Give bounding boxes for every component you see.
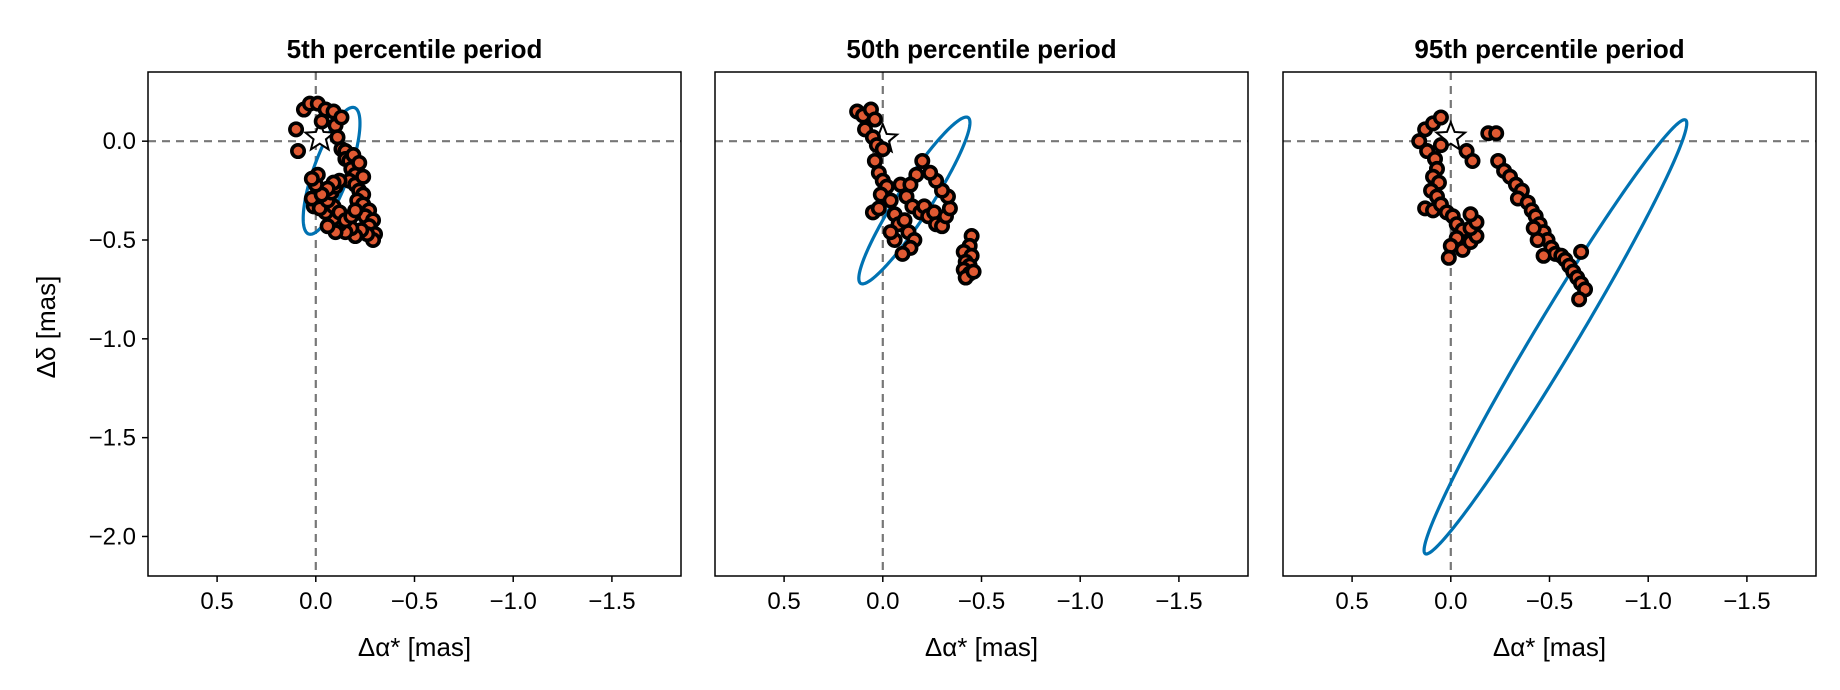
- x-tick-label: −1.0: [1625, 588, 1672, 615]
- x-tick-label: −0.5: [958, 588, 1005, 615]
- x-tick-label: −0.5: [391, 588, 438, 615]
- plot-area: [715, 72, 1248, 576]
- data-point: [882, 224, 899, 241]
- data-point: [355, 168, 372, 185]
- data-point: [882, 192, 899, 209]
- data-point: [1432, 109, 1449, 126]
- x-tick-label: 0.5: [767, 588, 800, 615]
- data-point: [870, 200, 887, 217]
- star-marker: [302, 119, 337, 152]
- x-tick-label: 0.5: [200, 588, 233, 615]
- y-tick-label: −1.5: [89, 425, 136, 452]
- star-marker: [1433, 119, 1468, 152]
- data-point: [288, 121, 305, 138]
- x-tick-label: −1.0: [490, 588, 537, 615]
- x-axis-label: Δα* [mas]: [1493, 632, 1606, 662]
- y-tick-label: −2.0: [89, 523, 136, 550]
- x-tick-label: −1.5: [1155, 588, 1202, 615]
- plot-area: [148, 72, 681, 576]
- data-point: [1573, 243, 1590, 260]
- chart-panel-1: 0.5 0.0 −0.5 −1.0 −1.5 0.0 −0.5 −1.0 −1.5 −2.0 5th…: [89, 34, 682, 662]
- data-point: [1488, 125, 1505, 142]
- data-point: [874, 141, 891, 158]
- data-point: [303, 170, 320, 187]
- data-point: [922, 164, 939, 181]
- plot-area: [1283, 72, 1816, 576]
- data-point: [1571, 291, 1588, 308]
- data-point: [1464, 152, 1481, 169]
- x-tick-label: 0.0: [866, 588, 899, 615]
- data-point: [1440, 249, 1457, 266]
- x-tick-label: −1.5: [1723, 588, 1770, 615]
- panel-title: 50th percentile period: [846, 34, 1116, 64]
- data-point: [1535, 247, 1552, 264]
- data-point: [866, 111, 883, 128]
- x-tick-label: 0.5: [1335, 588, 1368, 615]
- data-point: [914, 152, 931, 169]
- x-axis-label: Δα* [mas]: [358, 632, 471, 662]
- y-tick-label: −1.0: [89, 326, 136, 353]
- data-point: [290, 143, 307, 160]
- panel-title: 95th percentile period: [1414, 34, 1684, 64]
- data-point: [1462, 206, 1479, 223]
- data-point: [1411, 133, 1428, 150]
- panels: 0.5 0.0 −0.5 −1.0 −1.5 0.0 −0.5 −1.0 −1.5 −2.0 5th…: [89, 34, 1817, 662]
- data-point: [351, 154, 368, 171]
- data-point: [1432, 137, 1449, 154]
- panel-title: 5th percentile period: [287, 34, 543, 64]
- data-point: [902, 176, 919, 193]
- x-tick-label: 0.0: [299, 588, 332, 615]
- data-point: [333, 109, 350, 126]
- x-tick-label: −1.0: [1057, 588, 1104, 615]
- data-point: [319, 218, 336, 235]
- y-tick-label: −0.5: [89, 227, 136, 254]
- orbit-curve: [1422, 118, 1689, 556]
- data-point: [1525, 220, 1542, 237]
- data-point: [965, 263, 982, 280]
- chart-panel-3: 0.5 0.0 −0.5 −1.0 −1.5 95th percentile period…: [1282, 34, 1817, 662]
- y-tick-label: 0.0: [103, 128, 136, 155]
- x-tick-label: −0.5: [1526, 588, 1573, 615]
- data-point: [894, 245, 911, 262]
- x-axis-label: Δα* [mas]: [925, 632, 1038, 662]
- chart-panel-2: 0.5 0.0 −0.5 −1.0 −1.5 50th percentile period…: [714, 34, 1249, 662]
- y-axis-label: Δδ [mas]: [31, 276, 61, 379]
- x-tick-label: −1.5: [588, 588, 635, 615]
- x-tick-label: 0.0: [1434, 588, 1467, 615]
- data-point: [347, 202, 364, 219]
